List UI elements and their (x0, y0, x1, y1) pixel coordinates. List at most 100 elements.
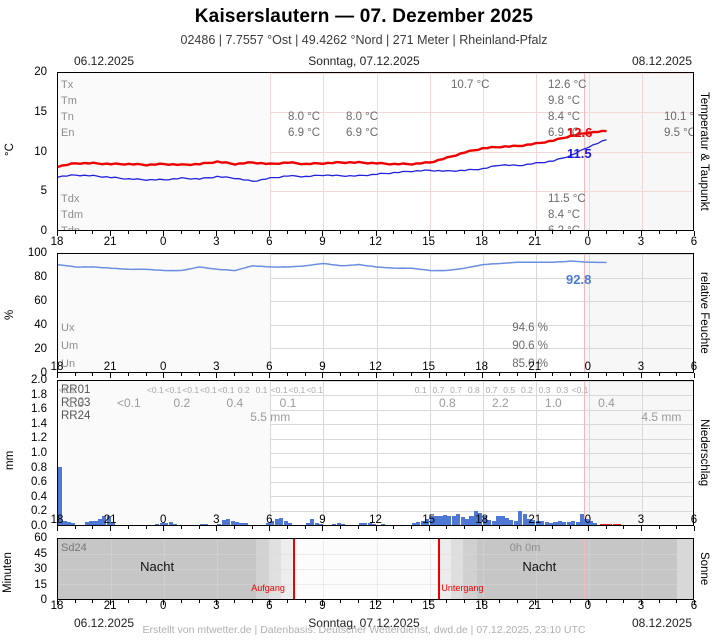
gridline-h (58, 151, 693, 153)
current-temperature-value: 12.6 (567, 125, 593, 140)
precip-bar (164, 522, 169, 525)
gridline-h (58, 301, 693, 303)
date-left-top: 06.12.2025 (74, 54, 135, 68)
xtick-minor-mark (393, 231, 395, 234)
gridline-v (482, 539, 484, 599)
gridline-v (535, 254, 537, 372)
date-mid-top: Sonntag, 07.12.2025 (308, 54, 420, 68)
xtick-minor-mark (410, 526, 412, 529)
xtick-label: 6 (266, 600, 273, 612)
xtick-minor-mark (287, 373, 288, 376)
xtick-minor-mark (304, 526, 306, 529)
xtick-label: 21 (103, 514, 117, 526)
precip-bar (504, 517, 509, 525)
temp-day2-tx: 12.6 °C (548, 79, 587, 91)
rr03-value: 0.8 (438, 396, 456, 410)
xtick-minor-mark (676, 373, 678, 376)
precip-bar (97, 519, 102, 525)
xtick-mark (534, 373, 536, 378)
dewpoint-line (58, 139, 607, 182)
precip-bar (416, 522, 421, 525)
gridline-v (323, 73, 325, 230)
xtick-mark (428, 526, 430, 531)
xtick-minor-mark (233, 600, 235, 603)
precip-bar (429, 516, 434, 525)
xtick-minor-mark (676, 600, 678, 603)
hum-value-2: 85.0 % (512, 358, 548, 370)
precip-bar (58, 467, 63, 525)
temp-row-label-En: En (61, 127, 75, 139)
xtick-mark (481, 526, 483, 531)
gridline-h (58, 569, 693, 570)
gridline-h (58, 481, 693, 483)
precip-bar (593, 522, 598, 525)
xtick-mark (587, 231, 589, 236)
gridline-h (58, 277, 693, 279)
gridline-h (58, 453, 693, 454)
twilight-band-right-1 (438, 539, 451, 599)
precip-forecast-bar (612, 523, 617, 525)
precip-bar (580, 514, 585, 525)
xtick-mark (481, 231, 483, 236)
xtick-minor-mark (145, 373, 147, 376)
xtick-mark (640, 231, 642, 236)
rr03-value: 2.2 (492, 396, 509, 410)
xtick-label: 18 (475, 514, 489, 526)
rr01-value: <0.1 (164, 385, 182, 395)
precip-bar (380, 523, 386, 525)
rr01-value: <0.1 (270, 385, 288, 395)
rr03-value: 0.2 (173, 396, 191, 410)
now-line (583, 254, 585, 372)
precip-bar (310, 518, 315, 525)
xtick-mark (534, 231, 536, 236)
precip-bar (173, 523, 178, 525)
ytick-label: 2.0 (31, 374, 47, 386)
gridline-h (58, 496, 693, 498)
station-meta: 02486 | 7.7557 °Ost | 49.4262 °Nord | 27… (180, 33, 548, 47)
xtick-minor-mark (464, 526, 465, 529)
prec-row-label-RR24: RR24 (61, 410, 91, 422)
precip-bar (575, 522, 580, 525)
xtick-label: 21 (528, 514, 542, 526)
rr01-value: <0.1 (182, 385, 200, 395)
prec-tickmarks (57, 526, 695, 531)
xtick-minor-mark (304, 373, 306, 376)
xtick-minor-mark (446, 231, 448, 234)
precip-bar (288, 522, 293, 525)
xtick-label: 12 (369, 236, 382, 248)
xtick-mark (322, 600, 324, 605)
xtick-minor-mark (340, 373, 342, 376)
precip-bar (566, 522, 571, 525)
xtick-mark (163, 526, 165, 531)
xtick-label: 3 (213, 236, 220, 248)
rr01-value: <0.1 (571, 385, 589, 395)
rr01-value: 0.3 (556, 385, 569, 395)
precip-bar (243, 523, 248, 525)
precip-bar (332, 523, 337, 525)
xtick-minor-mark (357, 600, 359, 603)
precip-bar (442, 514, 448, 525)
ytick-label: 100 (27, 247, 47, 259)
gridline-v (270, 254, 272, 372)
gridline-v (217, 539, 219, 599)
xtick-minor-mark (233, 373, 235, 376)
gridline-v (535, 381, 537, 525)
xtick-mark (587, 600, 589, 605)
precip-bar (204, 523, 209, 525)
xtick-label: 15 (422, 361, 435, 373)
twilight-band-far-right (677, 539, 693, 599)
page-title: Kaiserslautern — 07. Dezember 2025 (0, 6, 728, 28)
ytick-label: 0.0 (31, 520, 47, 532)
precip-forecast-bar (603, 523, 609, 525)
precip-bar (425, 518, 430, 525)
precip-forecast-bar (608, 523, 613, 525)
xtick-minor-mark (517, 231, 519, 234)
gridline-v (270, 73, 272, 230)
xtick-minor-mark (552, 373, 554, 376)
gridline-v (482, 73, 484, 230)
rr01-value: 0.1 (255, 385, 268, 395)
precip-bar (221, 520, 226, 525)
precip-bar (199, 523, 204, 525)
xtick-label: 21 (103, 361, 117, 373)
hum-value-0: 94.6 % (512, 322, 548, 334)
